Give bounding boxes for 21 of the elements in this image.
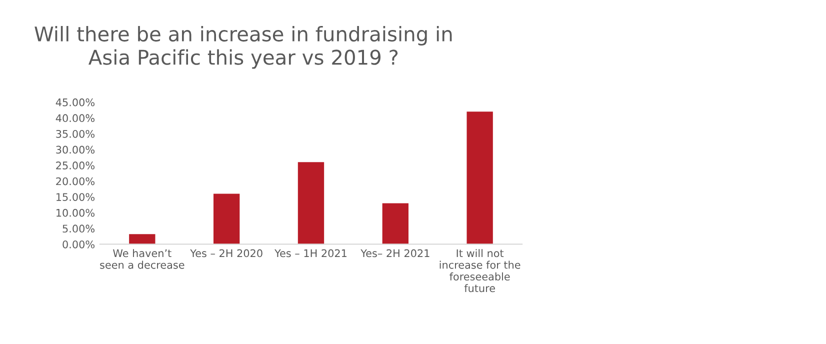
y-tick-label: 0.00%: [62, 240, 95, 248]
y-tick-label: 10.00%: [56, 208, 95, 217]
y-tick-label: 25.00%: [56, 162, 95, 170]
chart-title: Will there be an increase in fundraising in Asia Pacific this year vs 2019 ?: [34, 26, 452, 69]
y-tick-label: 30.00%: [56, 146, 95, 154]
y-tick-label: 40.00%: [56, 114, 95, 122]
bar: [129, 234, 156, 244]
x-tick-label: Yes – 2H 2020: [190, 249, 262, 258]
x-tick-label: It will not increase for the foreseeable future: [440, 249, 520, 292]
bar: [213, 194, 240, 244]
x-tick-label: Yes – 1H 2021: [274, 249, 346, 258]
y-tick-label: 45.00%: [56, 98, 95, 106]
y-tick-label: 15.00%: [56, 193, 95, 201]
x-tick-label: Yes– 2H 2021: [360, 249, 430, 258]
y-tick-label: 20.00%: [56, 177, 95, 186]
y-tick-label: 5.00%: [62, 224, 95, 233]
y-tick-label: 35.00%: [56, 130, 95, 138]
bar: [298, 162, 324, 244]
bar: [382, 203, 408, 244]
x-tick-label: We haven’t seen a decrease: [100, 249, 184, 269]
bar: [466, 112, 493, 244]
